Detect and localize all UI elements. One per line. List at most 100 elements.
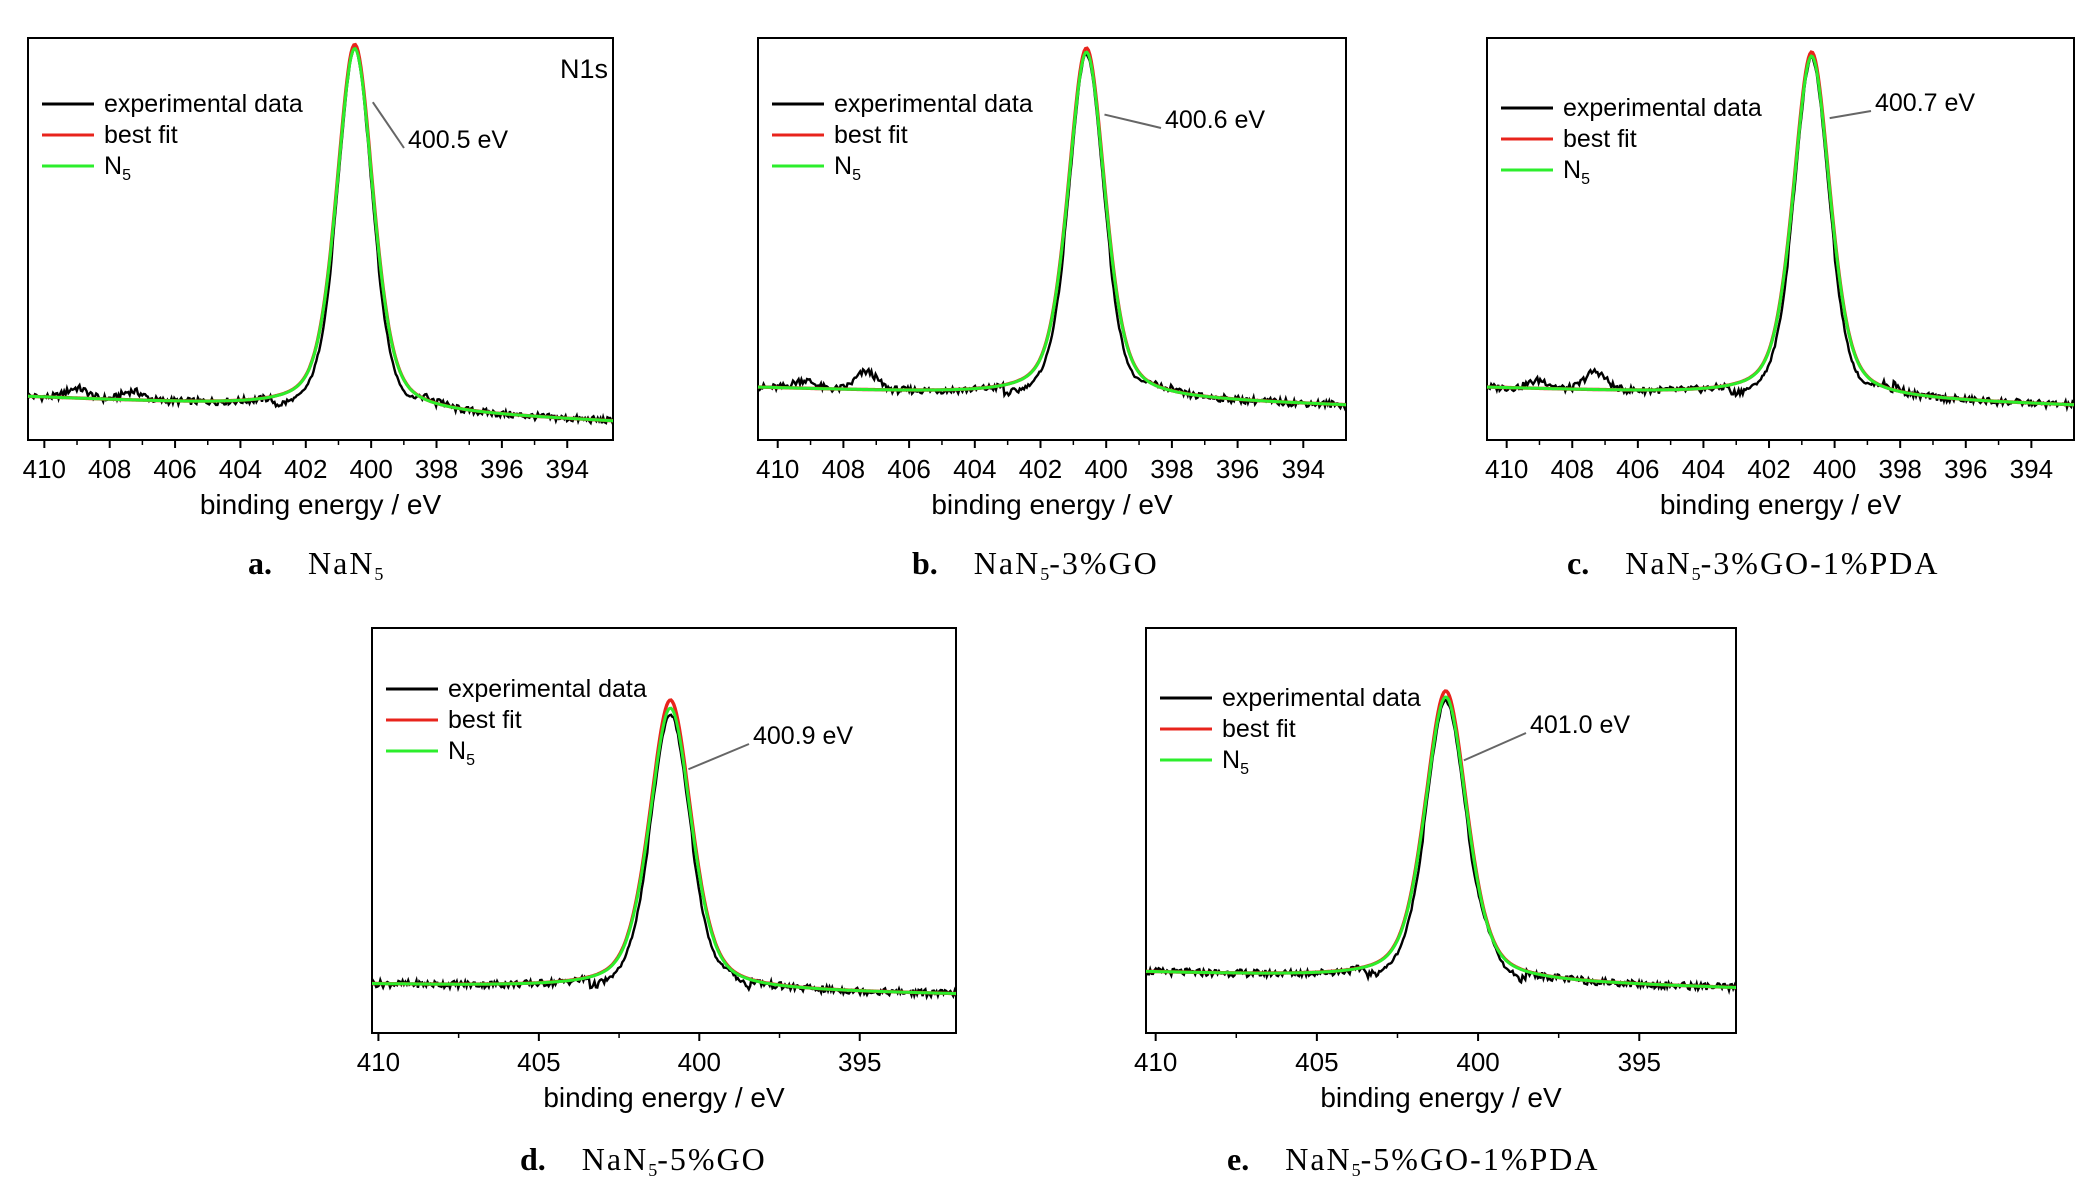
caption-c: c. NaN5-3%GO-1%PDA <box>1567 545 1939 585</box>
caption-d: d. NaN5-5%GO <box>520 1141 767 1181</box>
chart-3-group: 410 408 406 404 402 400 398 396 394 binding energ… <box>1485 37 2075 520</box>
x-tick-label: 408 <box>88 454 131 484</box>
caption-e: e. NaN5-5%GO-1%PDA <box>1227 1141 1599 1181</box>
plot-frame <box>1145 627 1737 1034</box>
chart-panel-e: 410 405 400 395 binding energy / eV 401.0 eV e… <box>1134 627 1738 1113</box>
legend-experimental-label: experimental data <box>104 90 303 118</box>
series-n5-line <box>28 47 613 423</box>
chart-b-svg: 410 408 406 404 402 400 398 396 394 binding energ… <box>756 37 1348 520</box>
legend-n5-label: N5 <box>1563 156 1590 188</box>
legend-best-fit-label: best fit <box>1222 715 1296 743</box>
legend-best-fit-label: best fit <box>104 121 178 149</box>
legend-n5-label: N5 <box>104 152 131 184</box>
legend-n5-base: N <box>1563 156 1581 184</box>
caption-base: NaN <box>1625 545 1692 581</box>
legend-experimental-label: experimental data <box>1222 684 1421 712</box>
caption-base: NaN <box>1285 1141 1352 1177</box>
x-tick-label: 402 <box>1019 454 1062 484</box>
x-tick-label: 408 <box>1551 454 1594 484</box>
caption-base: NaN <box>973 545 1041 581</box>
x-tick-label: 400 <box>1085 454 1128 484</box>
series-n5-line <box>1486 54 2075 407</box>
caption-subscript: 5 <box>648 1160 658 1180</box>
x-tick-label: 406 <box>1616 454 1659 484</box>
series-n5-line <box>372 706 957 996</box>
peak-leader-line <box>1829 110 1872 120</box>
x-tick-label: 400 <box>1813 454 1856 484</box>
legend-experimental-label: experimental data <box>448 675 647 703</box>
x-tick-label: 404 <box>219 454 262 484</box>
caption-letter: b. <box>912 545 938 581</box>
plot-frame <box>757 37 1347 441</box>
x-tick-label: 404 <box>1682 454 1725 484</box>
chart-4-group: 410 405 400 395 binding energy / eV 400.9 eV e… <box>357 627 958 1113</box>
peak-leader-line <box>1104 113 1162 129</box>
x-axis-label: binding energy / eV <box>931 489 1173 520</box>
caption-letter: c. <box>1567 545 1590 581</box>
plot-frame <box>1486 37 2075 441</box>
legend-n5-subscript: 5 <box>122 167 131 184</box>
x-tick-label: 402 <box>1747 454 1790 484</box>
chart-e-svg: 410 405 400 395 binding energy / eV 401.0 eV e… <box>1134 627 1738 1113</box>
caption-base: NaN <box>581 1141 649 1177</box>
legend-n5-label: N5 <box>448 737 475 769</box>
chart-d-svg: 410 405 400 395 binding energy / eV 400.9 eV e… <box>357 627 958 1113</box>
legend-n5-subscript: 5 <box>1240 761 1249 778</box>
caption-letter: e. <box>1227 1141 1250 1177</box>
peak-label: 401.0 eV <box>1530 711 1630 739</box>
chart-5-group: 410 405 400 395 binding energy / eV 401.0 eV e… <box>1134 627 1738 1113</box>
chart-a-svg: 410 408 406 404 402 400 398 396 394 binding energ… <box>23 37 615 520</box>
legend-n5-label: N5 <box>834 152 861 184</box>
caption-letter: a. <box>248 545 272 581</box>
series-experimental-line <box>757 52 1348 412</box>
chart-1-group: 410 408 406 404 402 400 398 396 394 binding energ… <box>23 37 615 520</box>
chart-c-svg: 410 408 406 404 402 400 398 396 394 binding energ… <box>1485 37 2075 520</box>
series-n5-line <box>1146 695 1736 989</box>
legend-n5-base: N <box>1222 746 1240 774</box>
x-axis-label: binding energy / eV <box>1320 1082 1562 1113</box>
x-tick-label: 410 <box>23 454 66 484</box>
x-axis-label: binding energy / eV <box>200 489 442 520</box>
legend-experimental-label: experimental data <box>834 90 1033 118</box>
legend-n5-subscript: 5 <box>1581 171 1590 188</box>
x-tick-label: 400 <box>1456 1047 1499 1077</box>
plot-frame <box>27 37 614 441</box>
caption-subscript: 5 <box>374 564 384 584</box>
legend-best-fit-label: best fit <box>1563 125 1637 153</box>
peak-label: 400.7 eV <box>1875 89 1975 117</box>
caption-rest: -3%GO-1%PDA <box>1700 545 1940 581</box>
x-tick-label: 410 <box>1485 454 1528 484</box>
caption-rest: -3%GO <box>1049 545 1159 581</box>
x-tick-label: 398 <box>1879 454 1922 484</box>
x-tick-label: 396 <box>1944 454 1987 484</box>
peak-label: 400.6 eV <box>1165 106 1265 134</box>
caption-subscript: 5 <box>1691 564 1701 584</box>
series-experimental-line <box>1145 698 1738 995</box>
x-tick-label: 400 <box>678 1047 721 1077</box>
caption-subscript: 5 <box>1351 1160 1361 1180</box>
x-tick-label: 396 <box>480 454 523 484</box>
x-tick-label: 406 <box>153 454 196 484</box>
caption-subscript: 5 <box>1040 564 1050 584</box>
caption-rest: -5%GO-1%PDA <box>1360 1141 1600 1177</box>
peak-leader-line <box>688 743 750 771</box>
legend-n5-base: N <box>834 152 852 180</box>
caption-rest: -5%GO <box>657 1141 767 1177</box>
legend-n5-base: N <box>448 737 466 765</box>
x-tick-label: 400 <box>349 454 392 484</box>
chart-panel-c: 410 408 406 404 402 400 398 396 394 binding energ… <box>0 0 2098 600</box>
caption-a: a. NaN5 <box>248 545 383 585</box>
peak-leader-line <box>1463 732 1527 762</box>
peak-label: 400.5 eV <box>408 126 508 154</box>
x-tick-label: 410 <box>357 1047 400 1077</box>
x-tick-label: 394 <box>546 454 589 484</box>
legend-best-fit-label: best fit <box>448 706 522 734</box>
chart-panel-b: 410 408 406 404 402 400 398 396 394 binding energ… <box>0 0 1400 600</box>
x-tick-label: 410 <box>756 454 799 484</box>
legend-n5-subscript: 5 <box>466 752 475 769</box>
peak-label: 400.9 eV <box>753 722 853 750</box>
x-tick-label: 398 <box>415 454 458 484</box>
x-tick-label: 405 <box>1295 1047 1338 1077</box>
x-tick-label: 408 <box>822 454 865 484</box>
x-tick-label: 398 <box>1150 454 1193 484</box>
